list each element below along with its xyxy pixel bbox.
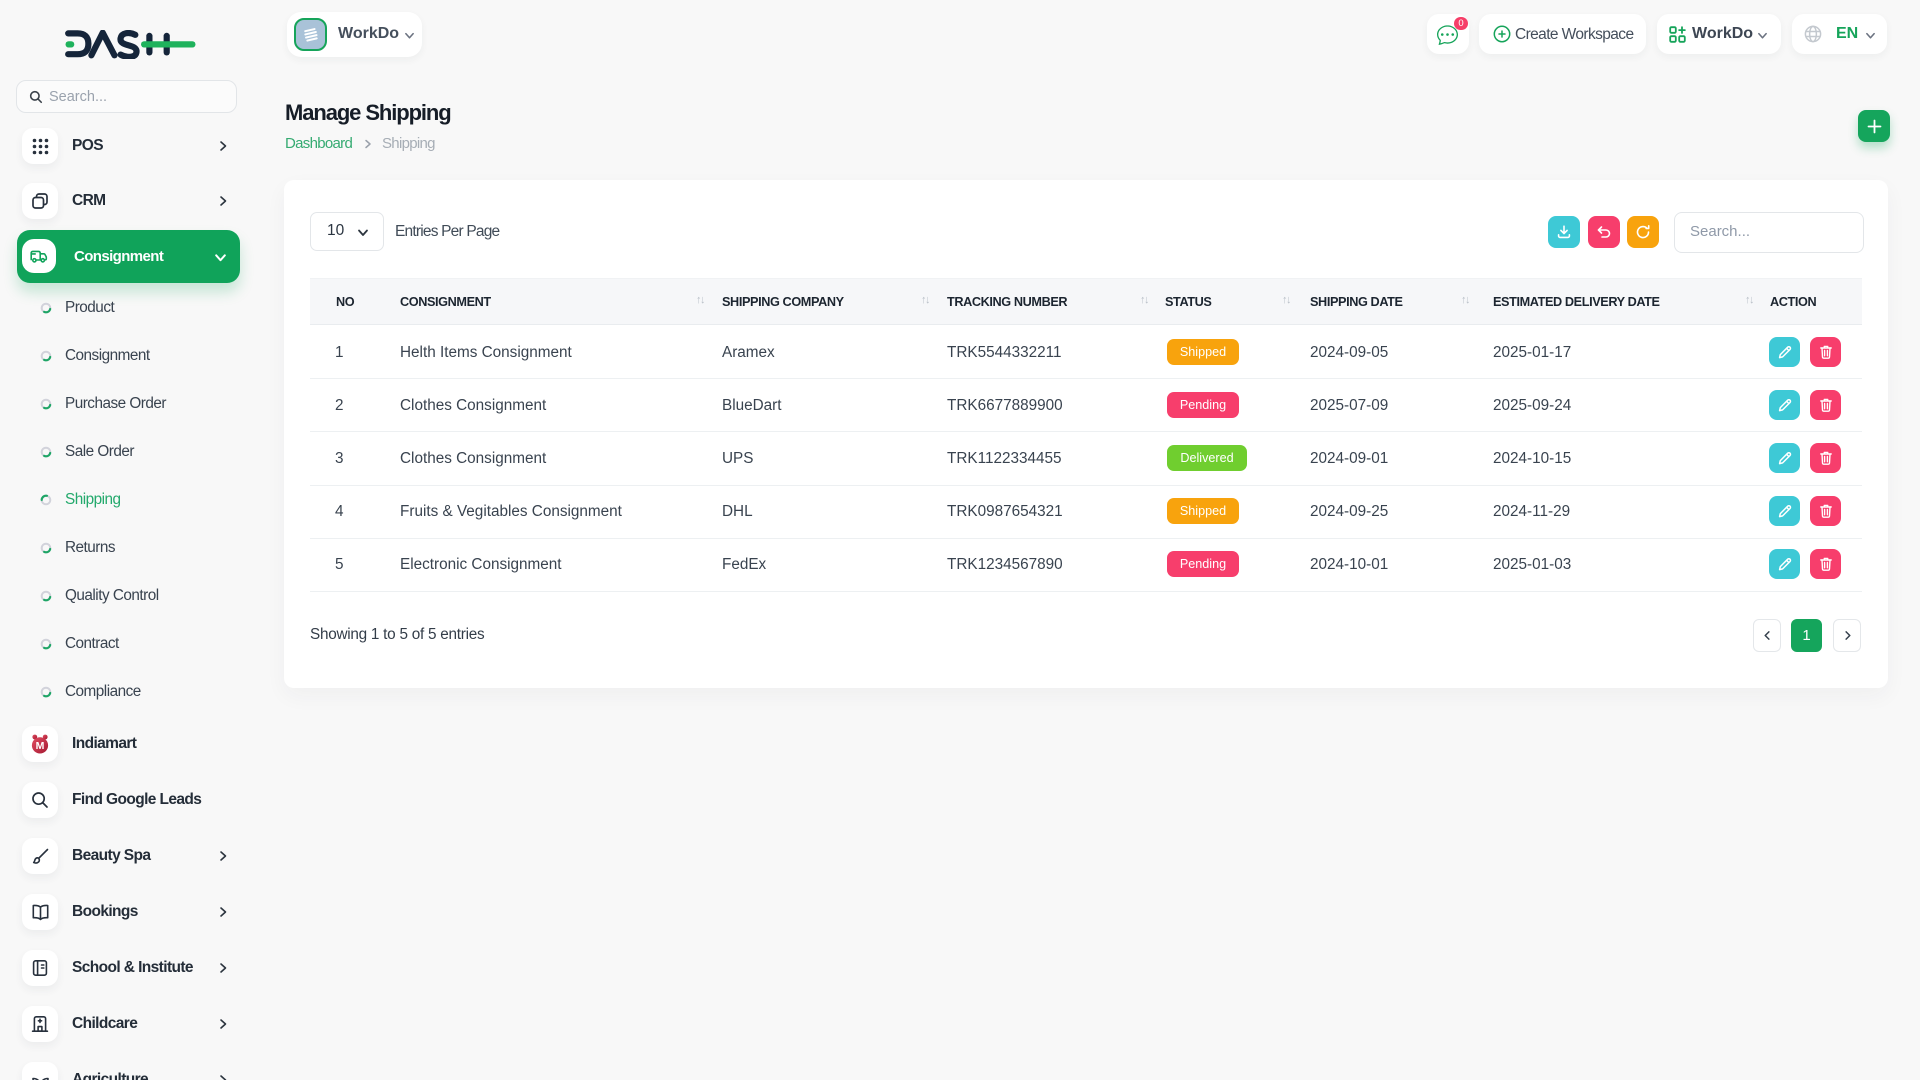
svg-text:M: M	[36, 740, 45, 752]
